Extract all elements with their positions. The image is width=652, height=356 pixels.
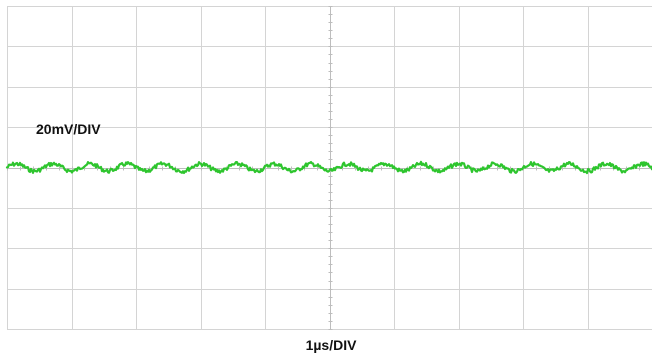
waveform-trace (5, 160, 652, 175)
grid (7, 6, 652, 330)
horizontal-scale-label: 1µs/DIV (306, 337, 358, 353)
vertical-scale-label: 20mV/DIV (36, 121, 101, 137)
